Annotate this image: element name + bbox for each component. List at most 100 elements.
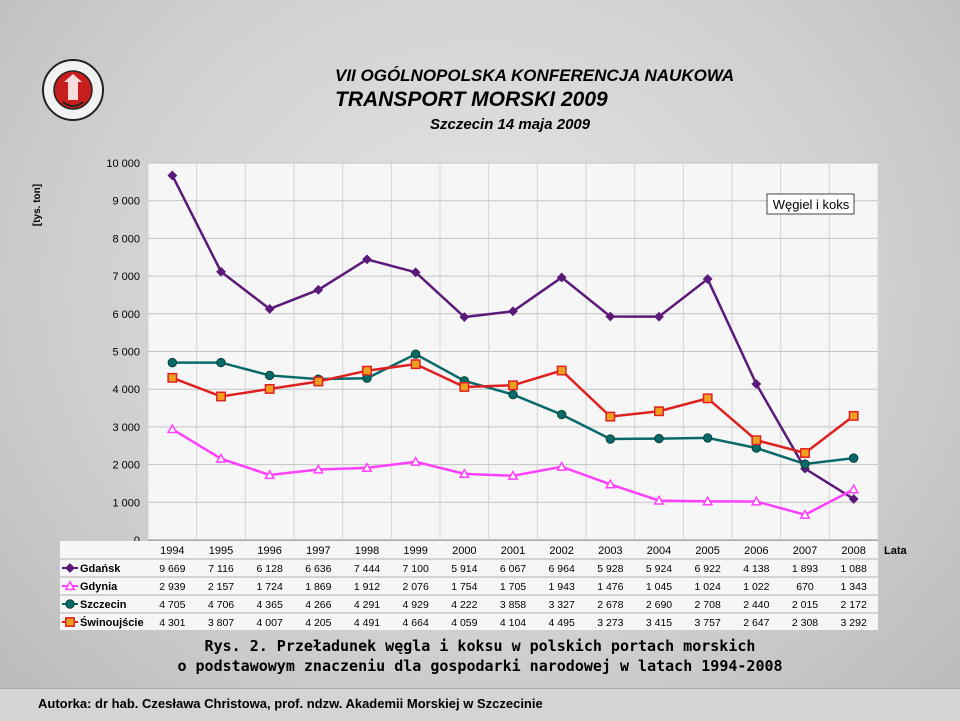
data-label: 4 205 xyxy=(305,617,331,629)
data-label: 4 365 xyxy=(257,599,283,611)
y-tick-label: 8 000 xyxy=(112,233,140,245)
data-point xyxy=(65,563,75,573)
x-tick-label: 1994 xyxy=(160,545,184,557)
event-date: Szczecin 14 maja 2009 xyxy=(430,116,591,133)
data-point xyxy=(166,423,178,434)
y-tick-label: 4 000 xyxy=(112,384,140,396)
legend-label: Gdynia xyxy=(80,581,118,593)
data-point xyxy=(313,376,324,387)
data-label: 2 172 xyxy=(841,599,867,611)
conference-title: VII OGÓLNOPOLSKA KONFERENCJA NAUKOWA xyxy=(335,66,735,85)
data-label: 2 015 xyxy=(792,599,818,611)
series-triangle xyxy=(166,423,860,519)
y-axis-label: [tys. ton] xyxy=(32,184,43,226)
data-point xyxy=(702,274,713,284)
y-tick-label: 1 000 xyxy=(112,497,140,509)
data-label: 4 138 xyxy=(743,563,769,575)
y-tick-label: 5 000 xyxy=(112,347,140,359)
data-point xyxy=(605,434,616,444)
x-tick-label: 1998 xyxy=(355,545,379,557)
data-point xyxy=(264,469,276,480)
data-label: 5 928 xyxy=(597,563,623,575)
data-point xyxy=(459,382,470,392)
data-label: 6 128 xyxy=(257,563,283,575)
data-point xyxy=(654,433,664,444)
data-label: 4 491 xyxy=(354,617,380,629)
data-label: 2 708 xyxy=(695,599,721,611)
data-point xyxy=(264,383,275,394)
footer-bar xyxy=(0,688,960,721)
data-point xyxy=(312,463,324,474)
data-label: 2 647 xyxy=(743,617,769,629)
data-label: 3 292 xyxy=(841,617,867,629)
data-label: 3 757 xyxy=(695,617,721,629)
data-label: 6 636 xyxy=(305,563,331,575)
data-point xyxy=(848,410,859,421)
legend-label: Świnoujście xyxy=(80,616,144,629)
data-point xyxy=(64,580,76,591)
data-point xyxy=(508,389,518,400)
data-point xyxy=(264,304,275,314)
data-point xyxy=(65,617,75,627)
university-logo xyxy=(42,59,104,121)
legend-label: Gdańsk xyxy=(80,563,121,575)
data-point xyxy=(605,411,616,422)
data-label: 4 301 xyxy=(159,617,185,629)
y-tick-label: 7 000 xyxy=(112,271,140,283)
data-label: 1 705 xyxy=(500,581,526,593)
data-label: 3 858 xyxy=(500,599,526,611)
data-point xyxy=(216,357,226,368)
data-point xyxy=(605,311,616,322)
data-point xyxy=(264,370,275,381)
data-point xyxy=(167,357,178,368)
x-tick-label: 2008 xyxy=(841,545,865,557)
data-label: 4 929 xyxy=(403,599,429,611)
author-credit: Autorka: dr hab. Czesława Christowa, pro… xyxy=(38,696,543,711)
data-point xyxy=(362,365,372,376)
data-point xyxy=(361,462,373,473)
data-label: 4 007 xyxy=(257,617,283,629)
data-point xyxy=(216,266,226,277)
x-tick-label: 2002 xyxy=(549,545,573,557)
chart-title-box xyxy=(766,193,855,215)
data-label: 670 xyxy=(796,581,814,593)
x-tick-label: 2006 xyxy=(744,545,768,557)
data-label: 2 678 xyxy=(597,599,623,611)
x-tick-label: 2005 xyxy=(695,545,719,557)
data-point xyxy=(702,433,713,443)
figure-caption-line2: o podstawowym znaczeniu dla gospodarki n… xyxy=(177,657,783,675)
data-point xyxy=(459,312,470,322)
figure-caption-line1: Rys. 2. Przeładunek węgla i koksu w pols… xyxy=(204,637,756,655)
data-point xyxy=(702,393,713,404)
data-label: 2 157 xyxy=(208,581,234,593)
data-label: 3 327 xyxy=(549,599,575,611)
data-table-bg xyxy=(60,541,878,630)
data-point xyxy=(556,461,568,471)
data-point xyxy=(167,372,178,383)
x-tick-label: 2000 xyxy=(452,545,476,557)
data-point xyxy=(65,599,75,609)
data-point xyxy=(800,448,810,458)
data-label: 5 924 xyxy=(646,563,672,575)
data-label: 4 222 xyxy=(451,599,477,611)
data-point xyxy=(604,478,616,489)
y-tick-label: 9 000 xyxy=(112,196,140,208)
y-tick-label: 2 000 xyxy=(112,460,140,472)
data-point xyxy=(508,306,518,317)
data-point xyxy=(654,311,664,322)
data-label: 5 914 xyxy=(451,563,477,575)
data-point xyxy=(800,459,810,469)
data-label: 2 690 xyxy=(646,599,672,611)
data-label: 1 943 xyxy=(549,581,575,593)
data-label: 4 266 xyxy=(305,599,331,611)
data-point xyxy=(458,468,470,478)
data-point xyxy=(215,452,227,463)
data-label: 4 705 xyxy=(159,599,185,611)
data-label: 3 273 xyxy=(597,617,623,629)
data-label: 4 706 xyxy=(208,599,234,611)
data-label: 1 343 xyxy=(841,581,867,593)
data-label: 7 444 xyxy=(354,563,380,575)
data-point xyxy=(410,359,421,370)
data-label: 3 415 xyxy=(646,617,672,629)
